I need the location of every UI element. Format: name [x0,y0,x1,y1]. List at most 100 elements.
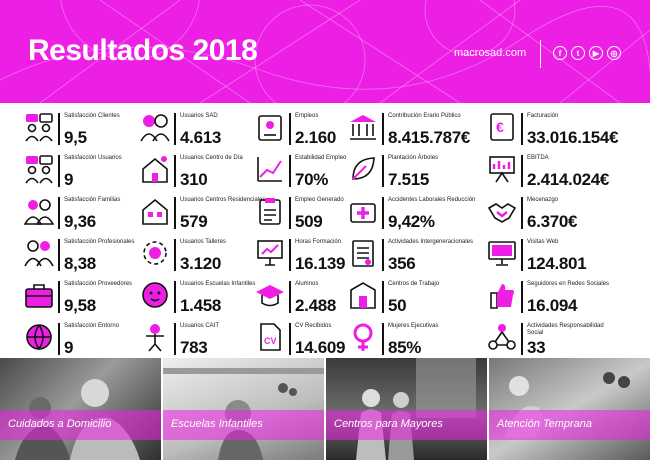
page-title: Resultados 2018 [28,34,258,67]
youtube-icon[interactable]: ▶ [589,46,603,60]
stat-label: Usuarios Talleres [180,239,226,245]
stat-divider [58,155,60,187]
stat-divider [174,113,176,145]
stat-item: Plantación Árboles 7.515 [348,152,488,192]
facebook-icon[interactable]: f [553,46,567,60]
stat-label: Satisfacción Usuarios [64,155,122,161]
baby-icon [140,280,170,310]
social-links: f t ▶ ◎ [553,46,621,60]
stat-item: Usuarios CAIT 783 [140,320,268,360]
svg-text:CV: CV [264,336,277,346]
stat-divider [289,281,291,313]
stat-value: 124.801 [527,254,587,273]
photo-scene [504,372,630,438]
header-banner: Resultados 2018 macrosad.com f t ▶ ◎ [0,0,650,103]
stat-item: Satisfacción Entorno 9 [24,320,152,360]
stat-item: Actividades Responsabilidad Social 33 [487,320,615,360]
stat-label: Actividades Responsabilidad Social [527,323,604,336]
stat-label: Centros de Trabajo [388,281,440,287]
stat-value: 9 [64,338,74,357]
id-badge-icon [255,112,285,142]
stat-divider [58,113,60,145]
elderly-couple-icon [140,112,170,142]
service-card[interactable]: Centros para Mayores [326,358,487,460]
stat-value: 9,58 [64,296,96,315]
stat-value: 14.609 [295,338,346,357]
stat-item: Visitas Web 124.801 [487,236,615,276]
briefcase-icon [24,280,54,310]
stat-item: Satisfacción Profesionales 8,38 [24,236,152,276]
stat-label: Empleos [295,113,319,119]
stat-divider [289,323,291,355]
stat-divider [382,113,384,145]
stat-value: 356 [388,254,416,273]
first-aid-icon [348,196,378,226]
stat-value: 2.488 [295,296,337,315]
stat-value: 9,5 [64,128,87,147]
stat-value: 3.120 [180,254,222,273]
stat-item: Usuarios SAD 4.613 [140,110,268,150]
stat-divider [174,281,176,313]
stat-value: 509 [295,212,323,231]
stat-value: 70% [295,170,329,189]
stat-label: Satisfacción Entorno [64,323,120,329]
stat-divider [58,323,60,355]
stat-value: 9,42% [388,212,435,231]
stat-label: Mujeres Ejecutivas [388,323,439,329]
stat-item: Satisfacción Usuarios 9 [24,152,152,192]
stat-label: Plantación Árboles [388,155,439,161]
decorative-lines [0,0,650,103]
graduation-cap-icon [255,280,285,310]
child-icon [140,322,170,352]
twitter-icon[interactable]: t [571,46,585,60]
handshake-icon [487,196,517,226]
stat-item: € Facturación 33.016.154€ [487,110,619,150]
stat-item: Satisfacción Proveedores 9,58 [24,278,152,318]
caption-band [163,410,324,440]
stat-divider [174,323,176,355]
stat-divider [58,197,60,229]
chat-people-icon [24,112,54,142]
residence-icon [140,196,170,226]
cv-document-icon: CV [255,322,285,352]
thumbs-up-icon [487,280,517,310]
stat-divider [521,113,523,145]
stat-value: 8.415.787€ [388,128,471,147]
institution-icon [348,112,378,142]
service-card[interactable]: Cuidados a Domicilio [0,358,161,460]
service-caption: Cuidados a Domicilio [8,418,112,430]
euro-document-icon: € [487,112,517,142]
stat-label: Usuarios Escuelas Infantiles [180,281,256,287]
stat-label: Horas Formación [295,239,342,245]
caption-band [326,410,487,440]
stat-value: 9,36 [64,212,96,231]
service-card[interactable]: Atención Temprana [489,358,650,460]
gear-icon [140,238,170,268]
stat-label: Satisfacción Familias [64,197,121,203]
header-divider [540,40,541,68]
stat-value: 50 [388,296,407,315]
stat-divider [521,155,523,187]
stat-item: Seguidores en Redes Sociales 16.094 [487,278,615,318]
chat-people-icon [24,154,54,184]
stat-item: EBITDA 2.414.024€ [487,152,615,192]
service-card[interactable]: Escuelas Infantiles [163,358,324,460]
stat-item: Usuarios Centros Residenciales 579 [140,194,268,234]
stat-item: Alumnos 2.488 [255,278,383,318]
website-link[interactable]: macrosad.com [454,47,527,59]
stat-label: CV Recibidos [295,323,332,329]
stat-divider [382,155,384,187]
stat-divider [382,239,384,271]
stat-item: Empleo Generado 509 [255,194,383,234]
presentation-icon [255,238,285,268]
stat-item: Actividades Intergeneracionales 356 [348,236,488,276]
stat-label: Empleo Generado [295,197,344,203]
instagram-icon[interactable]: ◎ [607,46,621,60]
stat-divider [289,113,291,145]
stat-value: 6.370€ [527,212,578,231]
stat-label: Usuarios SAD [180,113,218,119]
stat-divider [289,197,291,229]
stat-item: Accidentes Laborales Reducción 9,42% [348,194,488,234]
stat-divider [174,155,176,187]
stat-value: 4.613 [180,128,222,147]
